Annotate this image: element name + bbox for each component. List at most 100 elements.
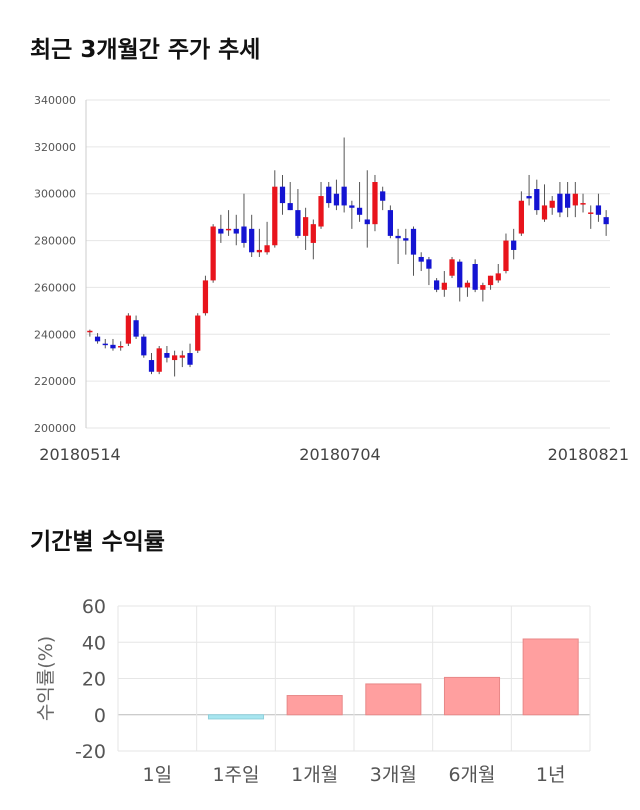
price-chart-title: 최근 3개월간 주가 추세 (30, 37, 261, 63)
candle-body (241, 226, 247, 243)
candle-body (118, 346, 124, 348)
y-tick-label: 200000 (34, 422, 76, 435)
y-tick-label: 340000 (34, 94, 76, 107)
candle-body (356, 207, 363, 215)
candle-body (279, 186, 286, 204)
candle-body (272, 186, 278, 246)
candle-body (503, 240, 509, 272)
candle-body (318, 196, 324, 227)
candle-body (179, 355, 185, 358)
candle-body (541, 205, 548, 220)
candle-body (125, 315, 132, 344)
candle-body (110, 344, 116, 349)
candle-body (433, 280, 440, 290)
candle-body (534, 189, 540, 211)
y-tick-label: -20 (75, 741, 106, 763)
y-tick-label: 220000 (34, 375, 76, 388)
candle-body (457, 261, 463, 288)
candle-body (418, 256, 424, 262)
candle-body (403, 238, 409, 241)
y-tick-label: 280000 (34, 235, 76, 248)
candle-body (302, 217, 309, 236)
return-bar (365, 683, 422, 716)
x-tick-label: 20180514 (39, 445, 120, 464)
candle-body (264, 245, 270, 253)
candle-body (225, 228, 232, 231)
price-candlestick-chart: 200000 220000 240000 260000 280000 300000 3200… (34, 94, 629, 464)
candle-body (464, 282, 471, 288)
candle-body (410, 228, 417, 255)
return-bar (207, 714, 265, 720)
candle-body (549, 200, 555, 208)
candle-body (233, 228, 239, 234)
candle-body (487, 275, 494, 286)
y-axis-label: 수익률(%) (35, 636, 57, 721)
candle-body (210, 226, 216, 281)
candle-body (102, 343, 108, 346)
y-tick-label: 0 (94, 705, 106, 727)
candle-body (526, 196, 532, 199)
candle-body (380, 191, 386, 201)
candle-body (557, 193, 563, 213)
candle-body (333, 193, 340, 206)
candle-body (310, 224, 316, 243)
candle-body (472, 264, 478, 290)
x-category-label: 1년 (536, 764, 566, 786)
candle-body (495, 273, 501, 281)
y-tick-label: 20 (82, 669, 106, 691)
candle-body (218, 228, 224, 234)
candle-body (187, 353, 193, 365)
candle-body (349, 205, 355, 208)
candle-body (202, 280, 209, 314)
candle-body (511, 240, 517, 250)
candle-body (572, 193, 578, 206)
returns-chart-title: 기간별 수익률 (30, 529, 165, 555)
y-tick-label: 320000 (34, 141, 76, 154)
candle-body (195, 315, 201, 351)
x-category-label: 6개월 (448, 764, 495, 786)
candle-body (564, 193, 571, 208)
candle-body (341, 186, 347, 206)
candle-body (364, 219, 370, 225)
candle-body (480, 285, 486, 290)
candle-body (141, 336, 147, 356)
candle-body (295, 210, 301, 236)
return-bar (286, 695, 343, 716)
candle-body (249, 228, 255, 253)
return-bar (522, 638, 579, 716)
candle-body (164, 353, 170, 358)
candle-body (395, 235, 401, 239)
candle-body (603, 217, 609, 225)
candle-body (518, 200, 525, 234)
candle-body (426, 259, 432, 269)
candle-body (588, 212, 594, 214)
candle-body (372, 182, 378, 225)
candle-body (441, 282, 447, 290)
x-tick-label: 20180821 (548, 445, 629, 464)
candle-body (287, 203, 293, 211)
x-category-label: 1개월 (291, 764, 338, 786)
candle-body (87, 330, 93, 333)
x-category-label: 3개월 (370, 764, 417, 786)
x-category-label: 1일 (143, 764, 173, 786)
candle-body (148, 360, 155, 372)
candle-body (580, 203, 586, 205)
y-tick-label: 40 (82, 632, 106, 654)
y-tick-label: 300000 (34, 188, 76, 201)
candle-body (171, 355, 178, 361)
candle-body (256, 249, 263, 253)
x-tick-label: 20180704 (299, 445, 380, 464)
y-tick-label: 60 (82, 596, 106, 618)
candle-body (387, 210, 394, 236)
candle-body (595, 205, 602, 215)
x-category-label: 1주일 (212, 764, 259, 786)
candle-body (326, 186, 332, 204)
return-bar (443, 676, 501, 716)
candle-body (133, 320, 139, 337)
y-tick-label: 260000 (34, 281, 76, 294)
candle-body (94, 336, 101, 342)
y-tick-label: 240000 (34, 328, 76, 341)
candle-body (449, 259, 455, 276)
candle-body (156, 348, 162, 372)
